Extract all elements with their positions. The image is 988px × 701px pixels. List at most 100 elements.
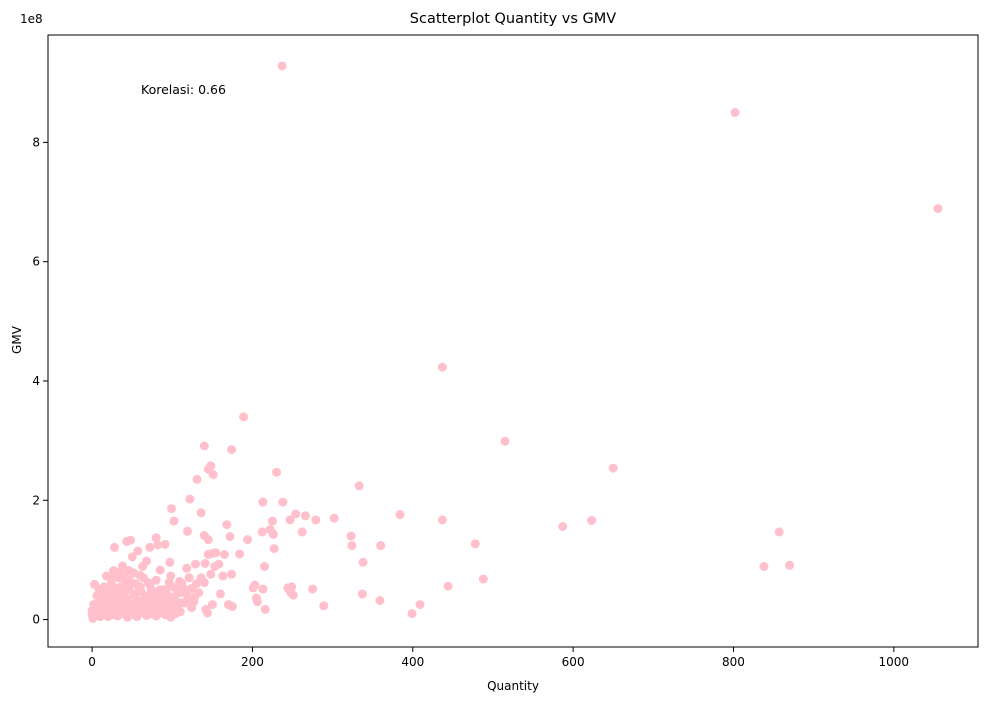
data-point xyxy=(96,601,106,611)
data-point xyxy=(311,515,321,525)
data-point xyxy=(215,589,225,599)
y-tick-label: 4 xyxy=(32,374,40,388)
data-point xyxy=(269,544,279,554)
data-point xyxy=(407,609,417,619)
data-point xyxy=(115,604,125,614)
data-point xyxy=(106,606,115,616)
data-point xyxy=(151,533,161,543)
correlation-annotation: Korelasi: 0.66 xyxy=(141,82,226,97)
data-point xyxy=(203,608,212,618)
data-point xyxy=(122,536,132,546)
data-point xyxy=(395,510,405,520)
data-point xyxy=(208,470,218,480)
data-point xyxy=(196,508,206,518)
data-point xyxy=(500,436,510,446)
data-point xyxy=(443,581,453,591)
data-point xyxy=(933,204,943,214)
data-point xyxy=(200,559,210,568)
data-point xyxy=(108,572,118,582)
data-point xyxy=(308,584,318,594)
data-point xyxy=(206,569,216,579)
data-point xyxy=(182,563,192,573)
ticks-layer: 0 200 400 600 800 1000 0 2 4 6 8 xyxy=(32,135,909,669)
data-point xyxy=(169,592,179,602)
data-point xyxy=(730,108,740,117)
data-point xyxy=(101,594,111,604)
x-tick-label: 400 xyxy=(401,655,424,669)
data-point xyxy=(437,362,447,372)
data-point xyxy=(277,61,287,71)
data-point xyxy=(354,481,364,491)
data-point xyxy=(478,574,488,584)
data-point xyxy=(164,578,174,588)
y-offset-label: 1e8 xyxy=(20,12,43,26)
data-point xyxy=(470,539,480,549)
data-point xyxy=(248,583,258,593)
data-point xyxy=(183,526,192,536)
data-point xyxy=(257,527,267,537)
data-point xyxy=(184,573,194,583)
data-point xyxy=(285,515,295,525)
x-tick-label: 800 xyxy=(722,655,745,669)
data-point xyxy=(260,562,269,571)
data-point xyxy=(160,539,170,549)
data-point xyxy=(258,584,268,594)
data-point xyxy=(211,548,221,558)
data-point xyxy=(291,509,301,519)
x-tick-label: 200 xyxy=(241,655,264,669)
data-point xyxy=(127,552,137,562)
data-point xyxy=(759,562,769,571)
data-point xyxy=(175,607,185,617)
data-point xyxy=(227,569,237,579)
data-point xyxy=(125,606,135,616)
data-point xyxy=(145,542,155,552)
data-point xyxy=(154,601,164,611)
data-point xyxy=(272,467,281,477)
data-point xyxy=(153,540,163,550)
data-point xyxy=(158,594,168,604)
data-point xyxy=(155,565,165,575)
data-point xyxy=(91,607,101,617)
y-tick-label: 6 xyxy=(32,255,40,269)
data-point xyxy=(227,601,237,611)
data-point xyxy=(134,581,144,591)
y-tick-label: 0 xyxy=(32,613,40,627)
data-point xyxy=(415,600,425,610)
data-point xyxy=(319,601,329,611)
plot-frame xyxy=(47,34,979,648)
x-tick-label: 0 xyxy=(88,655,96,669)
data-point xyxy=(346,531,356,541)
data-point xyxy=(347,541,357,551)
data-point xyxy=(225,532,235,542)
chart-title: Scatterplot Quantity vs GMV xyxy=(410,11,616,27)
data-point xyxy=(199,441,209,451)
data-point xyxy=(203,535,213,545)
data-point xyxy=(785,560,795,570)
data-point xyxy=(358,557,368,567)
data-point xyxy=(278,497,288,507)
data-point xyxy=(174,598,184,608)
x-tick-label: 600 xyxy=(562,655,585,669)
data-point xyxy=(235,549,245,559)
data-point xyxy=(329,513,339,523)
data-point xyxy=(437,515,447,525)
data-point xyxy=(110,542,119,552)
data-point xyxy=(134,603,144,613)
data-point xyxy=(90,579,99,589)
data-point xyxy=(222,520,232,530)
data-point xyxy=(210,562,220,571)
data-point xyxy=(167,504,176,514)
data-point xyxy=(192,474,202,484)
data-point xyxy=(297,527,307,537)
data-point xyxy=(300,511,310,521)
data-point xyxy=(165,557,175,567)
data-point xyxy=(243,535,253,545)
data-point xyxy=(260,604,270,614)
data-point xyxy=(121,586,131,596)
data-point xyxy=(191,579,201,589)
data-point xyxy=(227,445,237,455)
data-point xyxy=(375,596,385,605)
data-point xyxy=(219,550,229,559)
